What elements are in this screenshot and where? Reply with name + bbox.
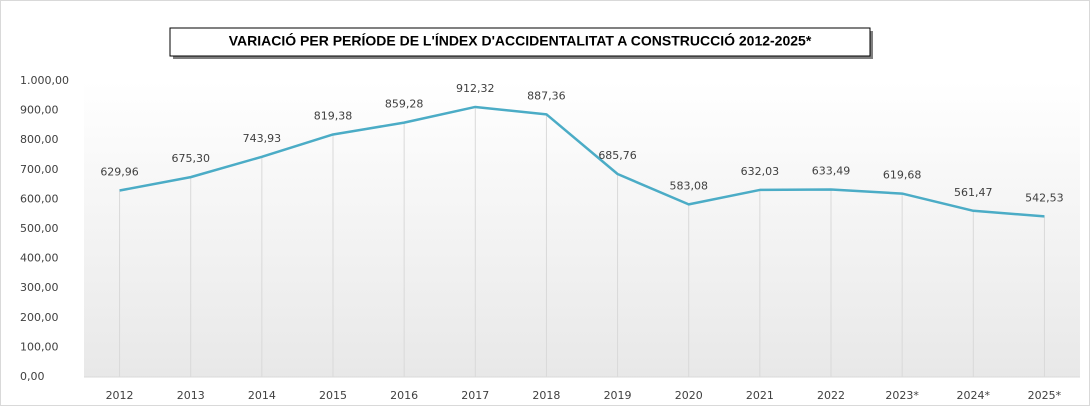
data-label: 887,36	[527, 89, 566, 102]
y-tick-label: 400,00	[20, 252, 59, 265]
x-tick-label: 2023*	[885, 389, 919, 402]
data-label: 629,96	[100, 166, 139, 179]
data-label: 743,93	[243, 132, 282, 145]
data-label: 633,49	[812, 164, 851, 177]
title-box	[169, 27, 871, 57]
x-tick-label: 2025*	[1028, 389, 1062, 402]
x-tick-label: 2013	[177, 389, 205, 402]
y-tick-label: 0,00	[20, 370, 45, 383]
data-label: 859,28	[385, 98, 424, 111]
y-tick-label: 700,00	[20, 163, 59, 176]
x-tick-label: 2015	[319, 389, 347, 402]
x-tick-label: 2012	[106, 389, 134, 402]
data-label: 819,38	[314, 109, 353, 122]
chart-title: VARIACIÓ PER PERÍODE DE L'ÍNDEX D'ACCIDE…	[229, 32, 812, 49]
x-tick-label: 2018	[532, 389, 560, 402]
y-tick-label: 300,00	[20, 281, 59, 294]
x-tick-label: 2017	[461, 389, 489, 402]
x-tick-label: 2014	[248, 389, 276, 402]
x-tick-label: 2022	[817, 389, 845, 402]
data-label: 542,53	[1025, 191, 1064, 204]
x-tick-label: 2020	[675, 389, 703, 402]
data-label: 675,30	[171, 152, 210, 165]
data-label: 561,47	[954, 186, 993, 199]
data-label: 685,76	[598, 149, 637, 162]
y-tick-label: 200,00	[20, 311, 59, 324]
data-label: 619,68	[883, 169, 922, 182]
data-label: 632,03	[741, 165, 780, 178]
data-label: 912,32	[456, 82, 495, 95]
y-tick-label: 1.000,00	[20, 74, 69, 87]
y-tick-label: 800,00	[20, 133, 59, 146]
x-tick-label: 2019	[604, 389, 632, 402]
series-line	[119, 105, 1045, 218]
y-tick-label: 900,00	[20, 104, 59, 117]
y-tick-label: 500,00	[20, 222, 59, 235]
data-label: 583,08	[669, 179, 708, 192]
x-tick-label: 2021	[746, 389, 774, 402]
plot-area	[84, 81, 1080, 377]
x-tick-label: 2024*	[957, 389, 991, 402]
x-tick-label: 2016	[390, 389, 418, 402]
y-tick-label: 100,00	[20, 340, 59, 353]
y-tick-label: 600,00	[20, 192, 59, 205]
